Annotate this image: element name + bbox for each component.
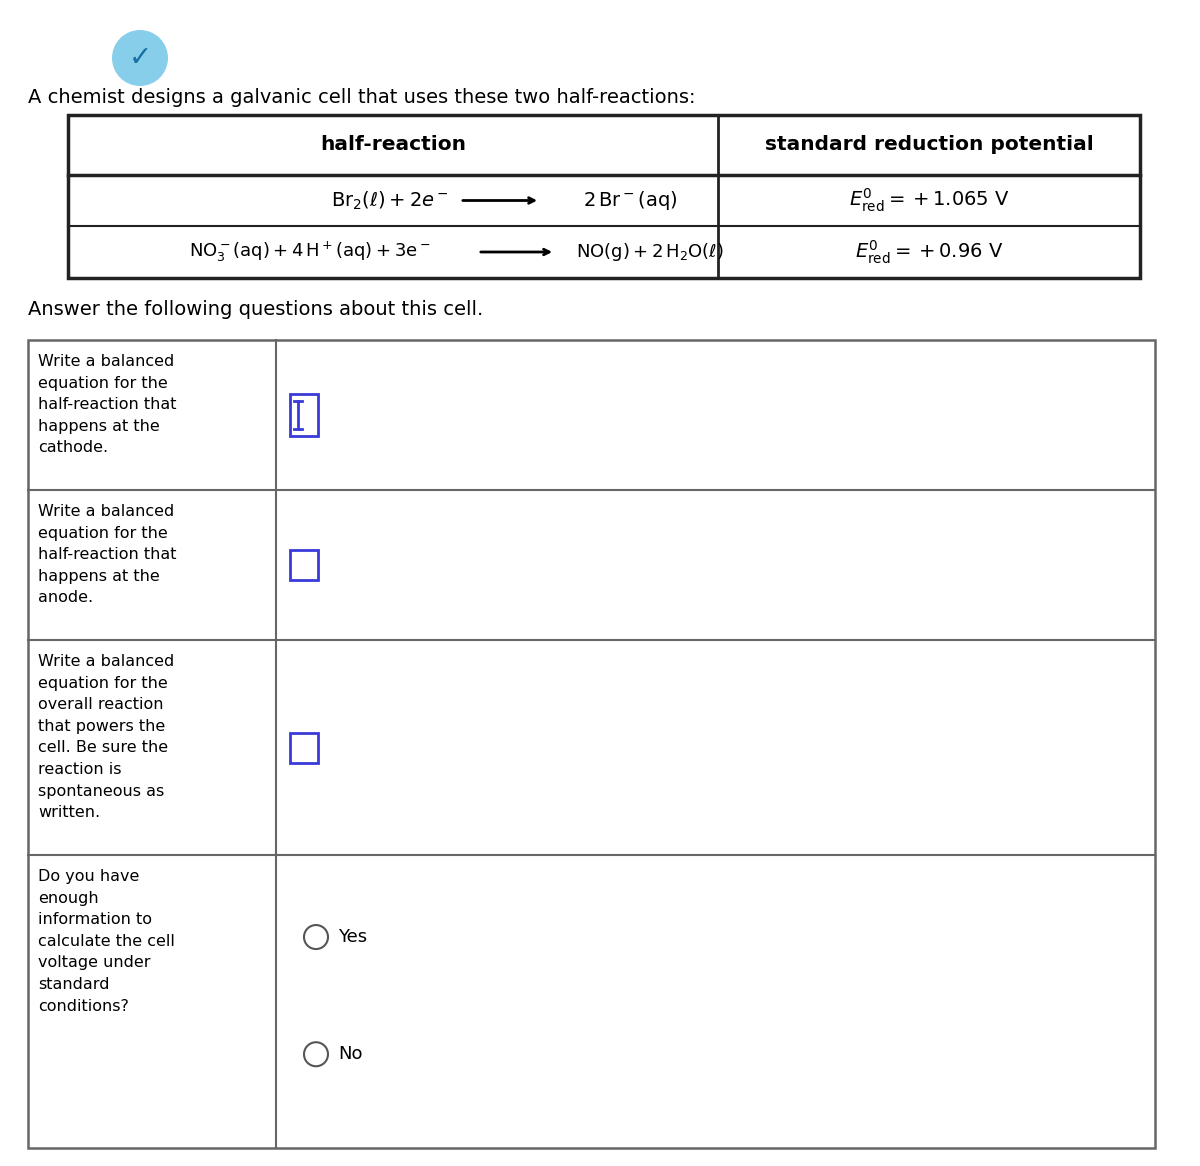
Polygon shape bbox=[290, 550, 318, 580]
Circle shape bbox=[112, 30, 168, 86]
Text: half-reaction: half-reaction bbox=[320, 135, 466, 155]
Circle shape bbox=[304, 925, 328, 949]
Text: $\mathrm{NO_3^-(aq)+4\,H^+(aq)+3e^-}$: $\mathrm{NO_3^-(aq)+4\,H^+(aq)+3e^-}$ bbox=[190, 240, 431, 265]
Text: Answer the following questions about this cell.: Answer the following questions about thi… bbox=[28, 300, 484, 319]
Text: $\mathrm{2\,Br^-(aq)}$: $\mathrm{2\,Br^-(aq)}$ bbox=[583, 189, 677, 212]
Text: standard reduction potential: standard reduction potential bbox=[764, 135, 1093, 155]
Text: A chemist designs a galvanic cell that uses these two half-reactions:: A chemist designs a galvanic cell that u… bbox=[28, 87, 696, 107]
Circle shape bbox=[304, 1042, 328, 1066]
Text: $\mathrm{Br_2}(\ell)+2e^-$: $\mathrm{Br_2}(\ell)+2e^-$ bbox=[331, 189, 449, 212]
Text: Do you have
enough
information to
calculate the cell
voltage under
standard
cond: Do you have enough information to calcul… bbox=[38, 869, 175, 1013]
Text: $\mathrm{NO(g)+2\,H_2O(\ell)}$: $\mathrm{NO(g)+2\,H_2O(\ell)}$ bbox=[576, 241, 724, 264]
Text: $E^0_{\mathrm{red}}=+1.065\ \mathrm{V}$: $E^0_{\mathrm{red}}=+1.065\ \mathrm{V}$ bbox=[848, 187, 1009, 215]
Polygon shape bbox=[290, 732, 318, 763]
Text: Write a balanced
equation for the
half-reaction that
happens at the
anode.: Write a balanced equation for the half-r… bbox=[38, 504, 176, 605]
Text: ✓: ✓ bbox=[128, 44, 151, 72]
Text: Yes: Yes bbox=[338, 928, 367, 946]
Text: No: No bbox=[338, 1045, 362, 1063]
Text: $E^0_{\mathrm{red}}=+0.96\ \mathrm{V}$: $E^0_{\mathrm{red}}=+0.96\ \mathrm{V}$ bbox=[854, 238, 1003, 266]
Polygon shape bbox=[290, 394, 318, 436]
Text: Write a balanced
equation for the
overall reaction
that powers the
cell. Be sure: Write a balanced equation for the overal… bbox=[38, 654, 174, 820]
Text: Write a balanced
equation for the
half-reaction that
happens at the
cathode.: Write a balanced equation for the half-r… bbox=[38, 354, 176, 456]
